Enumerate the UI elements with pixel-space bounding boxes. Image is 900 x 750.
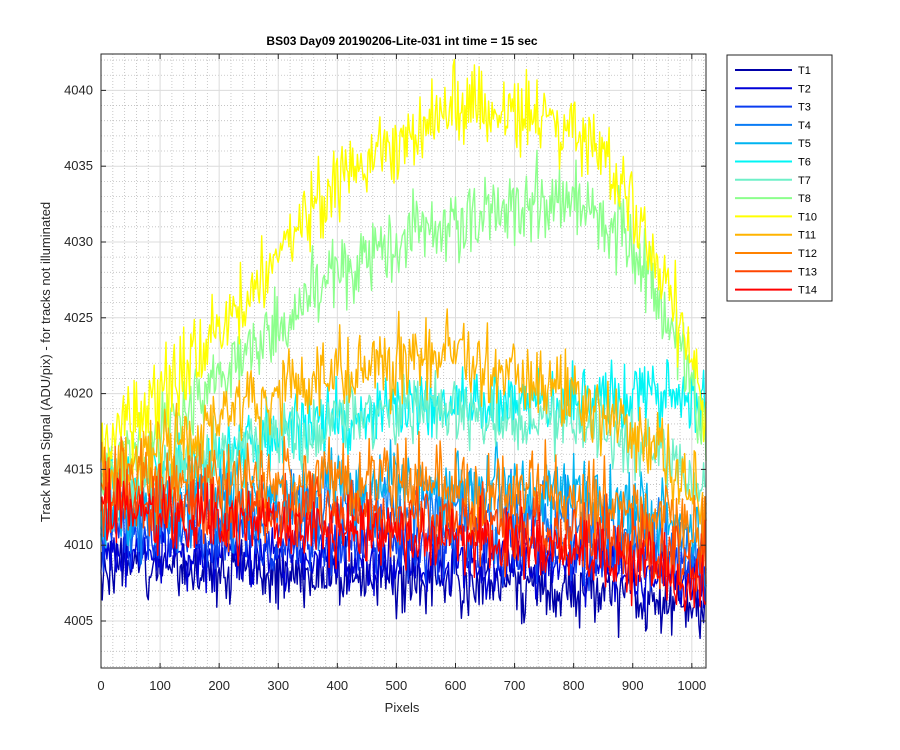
legend-label-t5: T5 (798, 138, 811, 150)
legend-label-t14: T14 (798, 285, 817, 297)
legend-label-t2: T2 (798, 83, 811, 95)
legend-label-t13: T13 (798, 266, 817, 278)
y-tick-label: 4010 (64, 537, 93, 552)
series-line-t14 (100, 468, 707, 612)
y-tick-label: 4015 (64, 461, 93, 476)
x-tick-label: 600 (445, 678, 467, 693)
tick-marks (100, 54, 706, 668)
legend-label-t6: T6 (798, 157, 811, 169)
y-tick-label: 4030 (64, 234, 93, 249)
series-line-t11 (100, 308, 707, 526)
legend-label-t10: T10 (798, 211, 817, 223)
series-line-t10 (100, 58, 707, 475)
x-tick-label: 900 (622, 678, 644, 693)
x-tick-label: 100 (149, 678, 171, 693)
y-tick-label: 4005 (64, 613, 93, 628)
series-layer (100, 58, 707, 640)
legend-label-t4: T4 (798, 120, 811, 132)
legend-label-t7: T7 (798, 175, 811, 187)
axes-box (100, 53, 707, 669)
legend-box (726, 54, 833, 302)
x-tick-label: 300 (267, 678, 289, 693)
y-tick-labels: 4005 4010 4015 4020 4025 4030 4035 4040 (64, 82, 93, 628)
legend-label-t1: T1 (798, 65, 811, 77)
legend-label-t8: T8 (798, 193, 811, 205)
x-tick-label: 400 (326, 678, 348, 693)
chart-title: BS03 Day09 20190206-Lite-031 int time = … (266, 34, 537, 48)
y-tick-label: 4025 (64, 310, 93, 325)
legend: T1 T2 T3 T4 T5 T6 T7 T8 T10 T11 T12 T13 T14 (726, 54, 833, 302)
y-tick-label: 4040 (64, 82, 93, 97)
legend-label-t12: T12 (798, 248, 817, 260)
x-axis-label: Pixels (385, 700, 420, 715)
x-tick-label: 1000 (677, 678, 706, 693)
x-tick-label: 200 (208, 678, 230, 693)
legend-label-t11: T11 (798, 230, 816, 242)
x-tick-label: 500 (386, 678, 408, 693)
x-tick-label: 800 (563, 678, 585, 693)
x-tick-label: 0 (97, 678, 104, 693)
y-tick-label: 4020 (64, 386, 93, 401)
legend-items: T1 T2 T3 T4 T5 T6 T7 T8 T10 T11 T12 T13 T14 (735, 65, 817, 297)
x-tick-labels: 0 100 200 300 400 500 600 700 800 900 1000 (97, 678, 706, 693)
y-tick-label: 4035 (64, 158, 93, 173)
x-tick-label: 700 (504, 678, 526, 693)
y-axis-label: Track Mean Signal (ADU/pix) - for tracks… (38, 202, 53, 522)
legend-label-t3: T3 (798, 102, 811, 114)
series-line-t8 (100, 149, 707, 499)
